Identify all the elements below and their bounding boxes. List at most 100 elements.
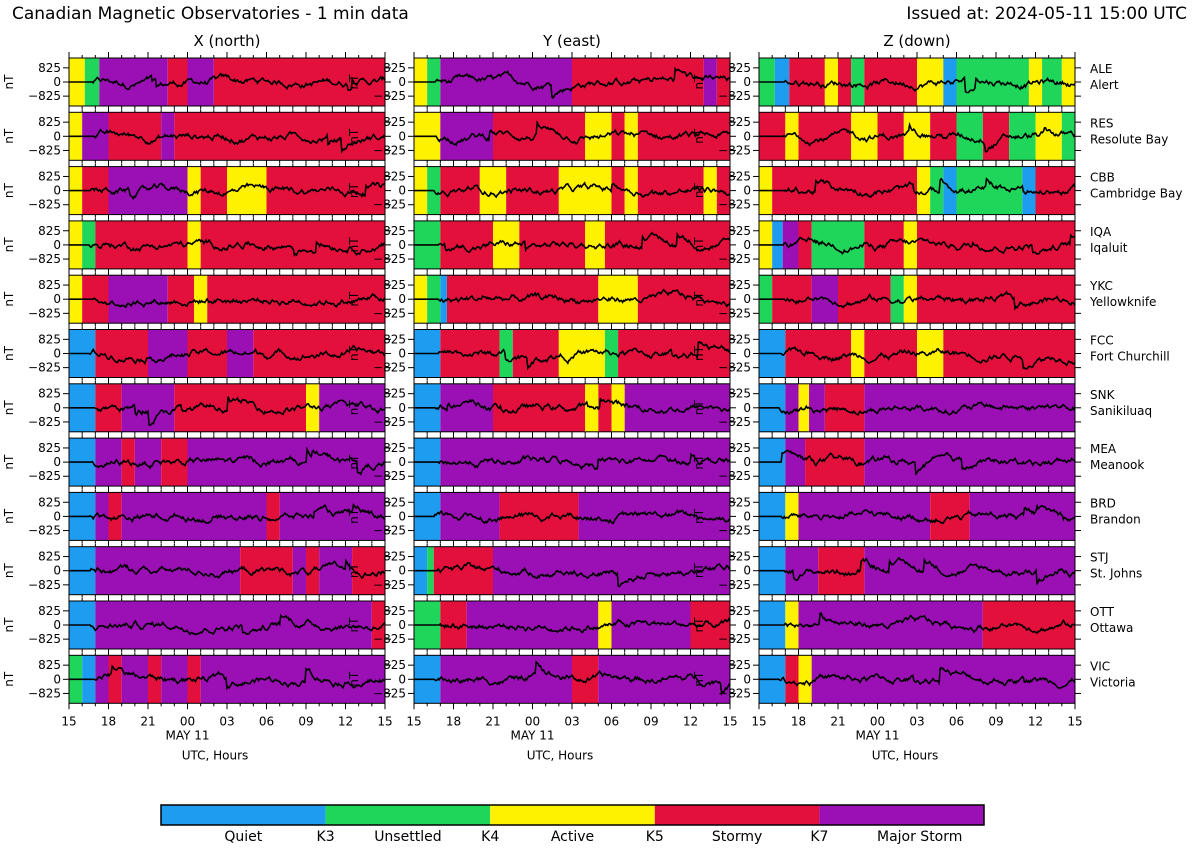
x-tick-label: 15 xyxy=(1067,714,1082,728)
x-tick-label: 09 xyxy=(298,714,313,728)
y-axis-unit: nT xyxy=(347,617,361,633)
y-tick-label: 0 xyxy=(398,564,406,578)
y-axis-unit: nT xyxy=(2,237,16,253)
activity-band-q xyxy=(1022,166,1036,215)
trace-line xyxy=(759,290,1076,311)
y-tick-label: −825 xyxy=(373,686,406,700)
x-tick-label: 09 xyxy=(643,714,658,728)
activity-band-m xyxy=(811,275,838,324)
y-tick-label: −825 xyxy=(718,89,751,103)
activity-band-s xyxy=(433,546,493,595)
activity-band-a xyxy=(917,166,931,215)
x-tick-label: 15 xyxy=(722,714,737,728)
y-tick-label: 0 xyxy=(743,672,751,686)
date-label: MAY 11 xyxy=(165,728,209,742)
legend-swatch-unsettled xyxy=(325,805,491,825)
station-name: Yellowknife xyxy=(1089,295,1156,309)
y-tick-label: 825 xyxy=(38,441,61,455)
x-tick-label: 12 xyxy=(1028,714,1043,728)
trace-line xyxy=(759,401,1076,416)
y-tick-label: 825 xyxy=(38,224,61,238)
activity-band-m xyxy=(148,329,188,378)
y-axis-unit: nT xyxy=(347,345,361,361)
activity-band-a xyxy=(851,329,865,378)
y-axis-unit: nT xyxy=(2,182,16,198)
y-axis-unit: nT xyxy=(692,671,706,687)
activity-band-s xyxy=(493,383,586,432)
station-row-vic: 8250−825nT8250−825nT8250−825nTVICVictori… xyxy=(2,649,1136,710)
x-tick-label: 21 xyxy=(485,714,500,728)
y-tick-label: 825 xyxy=(383,658,406,672)
x-tick-label: 09 xyxy=(988,714,1003,728)
panels-group: X (north) Y (east) Z (down)8250−825nT8250−… xyxy=(2,32,1182,762)
station-code: STJ xyxy=(1090,551,1109,565)
y-tick-label: 825 xyxy=(728,495,751,509)
trace-line xyxy=(414,181,731,199)
y-axis-unit: nT xyxy=(692,617,706,633)
activity-band-u xyxy=(1061,112,1075,161)
y-axis-unit: nT xyxy=(692,291,706,307)
y-tick-label: 825 xyxy=(38,332,61,346)
legend-swatch-major-storm xyxy=(819,805,984,825)
trace-line xyxy=(69,344,386,365)
y-axis-unit: nT xyxy=(347,563,361,579)
x-tick-label: 12 xyxy=(338,714,353,728)
y-tick-label: 825 xyxy=(728,169,751,183)
y-axis-unit: nT xyxy=(2,617,16,633)
trace-line xyxy=(69,396,386,427)
y-axis-unit: nT xyxy=(2,508,16,524)
activity-band-s xyxy=(598,383,612,432)
x-tick-label: 00 xyxy=(525,714,540,728)
station-code: OTT xyxy=(1090,605,1115,619)
activity-band-m xyxy=(121,492,267,541)
activity-band-m xyxy=(279,492,385,541)
station-code: IQA xyxy=(1090,225,1112,239)
x-tick-label: 03 xyxy=(564,714,579,728)
legend-swatch-stormy xyxy=(654,805,820,825)
activity-band-s xyxy=(838,58,852,106)
legend-label: Stormy xyxy=(712,829,762,845)
activity-band-s xyxy=(604,220,730,269)
station-name: Ottawa xyxy=(1090,621,1133,635)
y-axis-unit: nT xyxy=(347,291,361,307)
y-tick-label: −825 xyxy=(718,686,751,700)
y-tick-label: −825 xyxy=(373,632,406,646)
activity-band-m xyxy=(578,492,730,541)
activity-band-a xyxy=(798,655,812,704)
y-tick-label: 0 xyxy=(53,347,61,361)
x-tick-label: 15 xyxy=(751,714,766,728)
y-tick-label: −825 xyxy=(373,89,406,103)
y-tick-label: 825 xyxy=(38,278,61,292)
column-title: Y (east) xyxy=(542,32,601,50)
activity-band-s xyxy=(611,166,625,215)
y-tick-label: 0 xyxy=(398,75,406,89)
y-tick-label: 825 xyxy=(728,332,751,346)
station-code: ALE xyxy=(1090,62,1112,76)
trace-line xyxy=(414,452,731,471)
y-tick-label: −825 xyxy=(718,306,751,320)
trace-line xyxy=(414,397,731,415)
activity-band-s xyxy=(917,220,1075,269)
legend-threshold: K7 xyxy=(810,829,828,845)
y-tick-label: 0 xyxy=(743,509,751,523)
activity-band-m xyxy=(703,58,717,106)
activity-band-m xyxy=(121,655,148,704)
chart-title: Canadian Magnetic Observatories - 1 min … xyxy=(12,4,409,24)
y-axis-unit: nT xyxy=(347,182,361,198)
activity-band-s xyxy=(798,112,852,161)
